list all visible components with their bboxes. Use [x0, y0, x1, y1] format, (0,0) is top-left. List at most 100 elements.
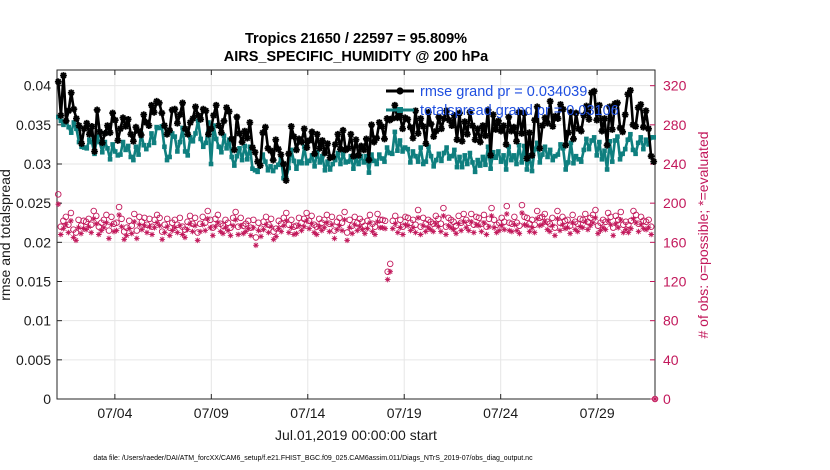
left-axis-ticks: 0 0.005 0.01 0.015 0.02 0.025 0.03 0.035 0.04: [16, 78, 62, 407]
rmse-point: [269, 156, 277, 164]
right-tick-label: 320: [663, 78, 687, 94]
rmse-point: [484, 106, 492, 114]
rmse-point: [117, 125, 124, 133]
totalspread-point: [107, 157, 113, 162]
totalspread-point: [340, 151, 346, 157]
obs-evaluated-point: [460, 218, 467, 225]
obs-evaluated-point: [544, 226, 551, 233]
obs-possible-point: [199, 213, 206, 221]
obs-evaluated-point: [215, 219, 221, 226]
totalspread-point: [255, 169, 260, 175]
totalspread-point: [296, 159, 302, 164]
legend-spread-label: totalspread grand pr = 0.03106: [420, 103, 619, 119]
totalspread-point: [620, 151, 625, 157]
right-tick-label: 0: [663, 391, 671, 407]
rmse-point: [448, 122, 456, 130]
rmse-point: [189, 115, 197, 122]
rmse-point: [171, 105, 179, 113]
rmse-point: [417, 115, 425, 122]
totalspread-point: [444, 145, 449, 150]
obs-evaluated-point: [567, 230, 573, 237]
obs-evaluated-point: [90, 216, 97, 222]
totalspread-point: [558, 142, 563, 147]
rmse-point: [293, 146, 300, 154]
totalspread-point: [622, 146, 628, 152]
totalspread-point: [353, 157, 359, 162]
totalspread-point: [431, 164, 436, 169]
obs-evaluated-point: [197, 228, 203, 235]
obs-evaluated-point: [146, 223, 153, 230]
rmse-point: [129, 137, 137, 145]
obs-evaluated-point: [435, 223, 442, 230]
left-tick-label: 0.025: [16, 195, 51, 211]
x-axis-ticks: 07/04 07/09 07/14 07/19 07/24 07/29: [97, 70, 615, 421]
totalspread-point: [638, 135, 644, 140]
obs-evaluated-point: [65, 229, 72, 236]
rmse-point: [80, 125, 88, 133]
rmse-point: [456, 109, 463, 117]
totalspread-point: [400, 149, 405, 154]
obs-evaluated-point: [326, 228, 333, 235]
totalspread-point: [503, 167, 509, 172]
obs-evaluated-point: [478, 228, 485, 235]
rmse-point: [370, 138, 378, 146]
obs-evaluated-point: [265, 229, 272, 236]
obs-evaluated-point: [630, 216, 637, 222]
rmse-point: [616, 124, 624, 132]
left-tick-label: 0.005: [16, 352, 51, 368]
obs-possible-point: [146, 215, 153, 223]
obs-evaluated-point: [531, 229, 538, 236]
rmse-point: [419, 123, 427, 130]
obs-evaluated-point: [364, 225, 371, 232]
totalspread-point: [268, 164, 273, 169]
rmse-point: [598, 127, 606, 135]
totalspread-point: [193, 131, 198, 136]
obs-possible-point: [204, 207, 212, 215]
rmse-point: [287, 123, 295, 130]
rmse-point: [570, 135, 577, 143]
obs-possible-point: [541, 210, 549, 218]
totalspread-point: [439, 158, 444, 164]
rmse-point: [91, 148, 98, 155]
right-axis-label: # of obs: o=possible; *=evaluated: [695, 131, 711, 338]
totalspread-point: [224, 146, 229, 151]
obs-evaluated-point: [96, 231, 102, 238]
obs-evaluated-point: [387, 268, 394, 275]
obs-possible-point: [371, 223, 379, 230]
rmse-point: [482, 132, 489, 140]
rmse-point: [251, 148, 259, 156]
totalspread-point: [555, 152, 561, 157]
totalspread-point: [304, 160, 310, 166]
totalspread-point: [540, 152, 545, 157]
obs-possible-point: [503, 202, 511, 210]
obs-possible-point: [191, 214, 199, 222]
totalspread-point: [576, 157, 581, 162]
rmse-point: [624, 90, 632, 98]
rmse-point: [267, 147, 274, 155]
rmse-point: [505, 113, 513, 121]
rmse-point: [73, 115, 80, 122]
right-tick-label: 200: [663, 195, 687, 211]
obs-evaluated-point: [351, 221, 358, 228]
obs-evaluated-point: [263, 221, 269, 228]
totalspread-point: [144, 146, 149, 152]
totalspread-point: [413, 153, 418, 159]
rmse-point: [243, 134, 251, 142]
rmse-point: [290, 133, 298, 140]
rmse-point: [632, 123, 639, 130]
rmse-point: [425, 108, 432, 116]
totalspread-point: [208, 161, 214, 167]
right-tick-label: 240: [663, 156, 687, 172]
totalspread-point: [332, 157, 338, 163]
obs-evaluated-point: [483, 231, 490, 238]
totalspread-point: [609, 159, 615, 164]
obs-evaluated-point: [73, 237, 79, 244]
rmse-point: [96, 128, 104, 136]
totalspread-point: [415, 159, 421, 164]
obs-evaluated-point: [131, 218, 138, 225]
obs-evaluated-point: [574, 228, 581, 235]
rmse-point: [355, 151, 362, 159]
totalspread-point: [537, 160, 543, 165]
obs-possible-point: [125, 217, 133, 225]
rmse-point: [474, 125, 482, 133]
